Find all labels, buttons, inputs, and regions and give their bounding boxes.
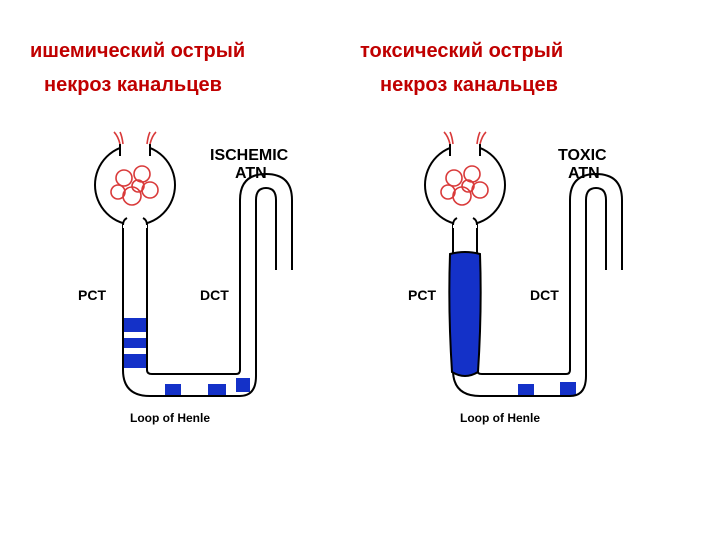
eng-title-line2: ATN: [568, 165, 600, 182]
damage-segment: [208, 384, 226, 396]
damage-segment: [560, 382, 576, 396]
damage-segment: [123, 354, 147, 368]
dct-tube: [240, 174, 292, 376]
nephron-toxic-svg: TOXIC ATN PCT DCT Loop of Henle: [390, 130, 690, 440]
dct-label: DCT: [200, 287, 229, 303]
page-root: { "colors": { "background": "#ffffff", "…: [0, 0, 720, 540]
damage-segment: [518, 384, 534, 396]
eng-title-line1: TOXIC: [558, 147, 607, 164]
damage-segment: [236, 378, 250, 392]
dct-tube: [570, 174, 622, 376]
nephron-ischemic-svg: ISCHEMIC ATN PCT DCT Loop of Henle: [60, 130, 360, 440]
pct-tube: [123, 225, 152, 396]
damage-segment: [123, 338, 147, 348]
pct-label: PCT: [408, 287, 436, 303]
panel-toxic: TOXIC ATN PCT DCT Loop of Henle: [390, 130, 690, 440]
right-title-line2: некроз канальцев: [380, 74, 558, 97]
dct-label: DCT: [530, 287, 559, 303]
left-title-line2: некроз канальцев: [44, 74, 222, 97]
eng-title-line2: ATN: [235, 165, 267, 182]
pct-label: PCT: [78, 287, 106, 303]
panel-ischemic: ISCHEMIC ATN PCT DCT Loop of Henle: [60, 130, 360, 440]
toxic-pct-damage: [449, 252, 480, 376]
ischemic-damage-group: [123, 318, 250, 396]
damage-segment: [165, 384, 181, 396]
toxic-damage-group: [518, 382, 576, 396]
left-title-line1: ишемический острый: [30, 40, 245, 63]
loop-label: Loop of Henle: [460, 411, 540, 425]
loop-label: Loop of Henle: [130, 411, 210, 425]
right-title-line1: токсический острый: [360, 40, 563, 63]
damage-segment: [123, 318, 147, 332]
eng-title-line1: ISCHEMIC: [210, 147, 289, 164]
